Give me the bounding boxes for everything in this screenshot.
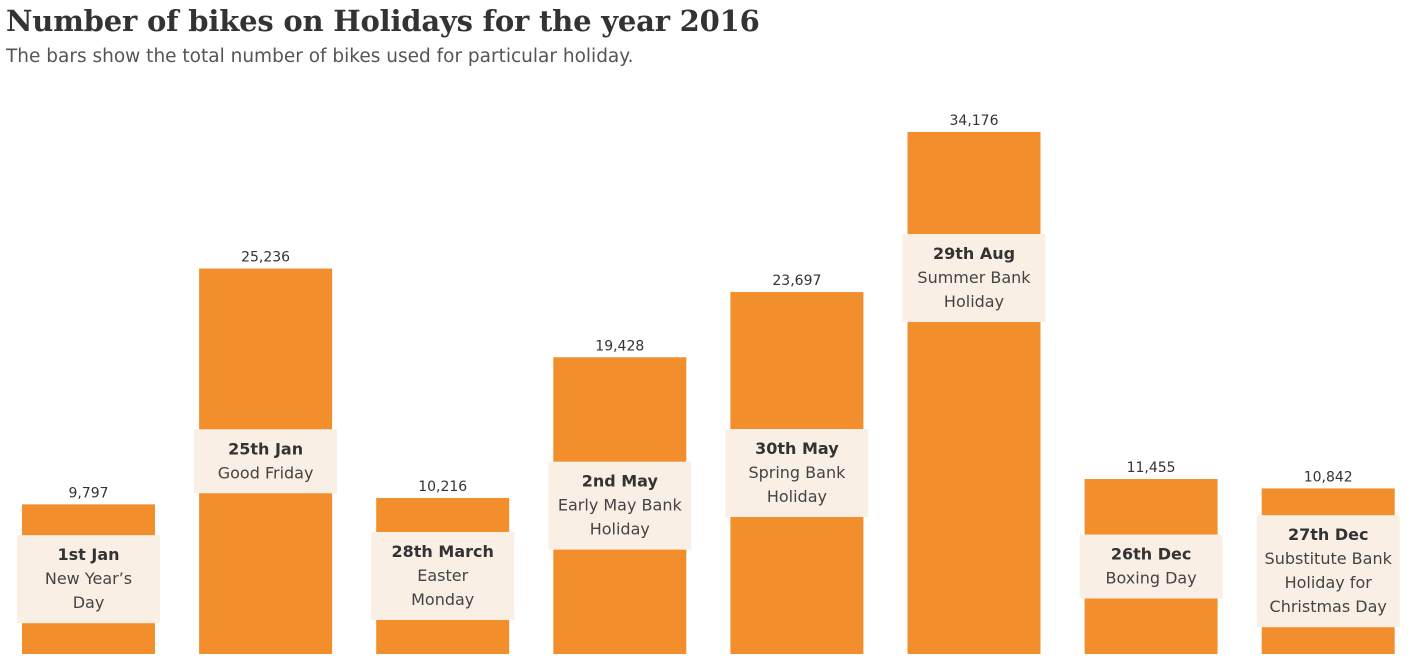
bar[interactable]	[907, 132, 1041, 654]
category-name-label: Good Friday	[218, 463, 314, 482]
category-name-label: Holiday	[590, 520, 650, 539]
value-label: 23,697	[772, 273, 821, 289]
value-label: 11,455	[1127, 460, 1176, 476]
category-date-label: 2nd May	[582, 472, 659, 491]
value-label: 25,236	[241, 250, 290, 266]
category-date-label: 25th Jan	[228, 439, 303, 458]
category-date-label: 27th Dec	[1288, 525, 1369, 544]
category-date-label: 30th May	[755, 439, 839, 458]
category-name-label: Holiday	[944, 292, 1004, 311]
bar-group: 10,216 28th March Easter Monday	[371, 479, 515, 654]
category-name-label: Substitute Bank	[1265, 549, 1393, 568]
category-label-box	[1079, 534, 1223, 599]
category-name-label: Holiday	[767, 487, 827, 506]
bar-group: 23,697 30th May Spring Bank Holiday	[725, 273, 869, 654]
bar-group: 9,797 1st Jan New Year’s Day	[17, 485, 160, 654]
value-label: 10,216	[418, 479, 467, 495]
category-date-label: 26th Dec	[1111, 545, 1192, 564]
category-name-label: Early May Bank	[558, 496, 683, 515]
category-name-label: Holiday for	[1285, 573, 1373, 592]
category-date-label: 28th March	[392, 542, 494, 561]
value-label: 9,797	[68, 485, 108, 501]
category-name-label: Easter	[417, 566, 468, 585]
category-label-box	[725, 429, 869, 518]
category-label-box	[1256, 515, 1400, 628]
category-date-label: 29th Aug	[933, 244, 1015, 263]
category-name-label: Day	[73, 593, 105, 612]
category-label-box	[548, 461, 692, 550]
value-label: 19,428	[595, 338, 644, 354]
chart-subtitle: The bars show the total number of bikes …	[6, 46, 634, 67]
category-name-label: New Year’s	[45, 569, 132, 588]
bar-group: 10,842 27th Dec Substitute Bank Holiday for…	[1256, 469, 1400, 654]
category-date-label: 1st Jan	[57, 545, 119, 564]
category-name-label: Monday	[411, 590, 474, 609]
bar-group: 25,236 25th Jan Good Friday	[194, 250, 338, 654]
value-label: 34,176	[950, 113, 999, 129]
category-name-label: Christmas Day	[1270, 597, 1387, 616]
value-label: 10,842	[1304, 469, 1353, 485]
category-label-box	[17, 535, 160, 624]
category-name-label: Boxing Day	[1106, 569, 1197, 588]
category-label-box	[902, 234, 1046, 322]
bar-group: 34,176 29th Aug Summer Bank Holiday	[902, 113, 1046, 654]
category-label-box	[194, 429, 338, 494]
category-name-label: Spring Bank	[748, 463, 846, 482]
category-label-box	[371, 531, 515, 620]
category-name-label: Summer Bank	[917, 268, 1031, 287]
chart-title: Number of bikes on Holidays for the year…	[6, 4, 760, 38]
bar-group: 11,455 26th Dec Boxing Day	[1079, 460, 1223, 654]
bar-group: 19,428 2nd May Early May Bank Holiday	[548, 338, 692, 654]
